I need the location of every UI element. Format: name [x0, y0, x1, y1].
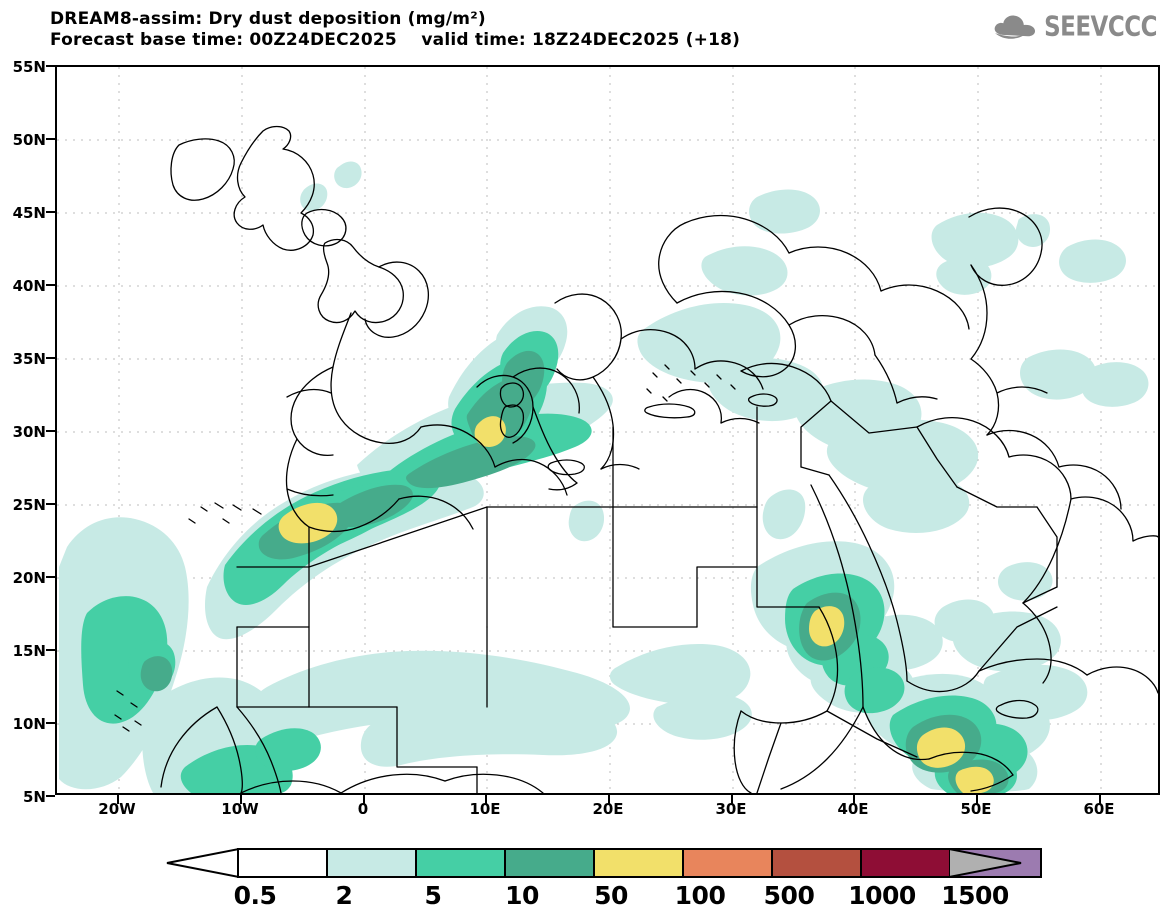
x-tick-label: 60E — [1083, 800, 1115, 818]
colorbar-tick-label: 1500 — [941, 881, 1009, 910]
x-tick-label: 30E — [715, 800, 747, 818]
x-tick — [976, 795, 978, 804]
x-tick — [731, 795, 733, 804]
dust-band-10-50 — [278, 416, 994, 793]
x-tick-label: 50E — [960, 800, 992, 818]
y-tick-label: 35N — [12, 350, 46, 368]
colorbar-tick-label: 1000 — [848, 881, 916, 910]
y-tick — [46, 430, 55, 432]
x-tick-label: 10W — [221, 800, 259, 818]
colorbar-cell — [239, 850, 328, 876]
y-tick-label: 40N — [12, 277, 46, 295]
dust-deposition-map — [57, 67, 1158, 793]
y-tick — [46, 649, 55, 651]
x-tick — [1099, 795, 1101, 804]
colorbar-tick-label: 500 — [763, 881, 815, 910]
x-tick-label: 0 — [357, 800, 369, 818]
colorbar: 0.5 2 5 10 50 100 500 1000 1500 — [0, 845, 1165, 910]
y-tick-label: 30N — [12, 423, 46, 441]
y-tick — [46, 357, 55, 359]
x-tick — [853, 795, 855, 804]
page-title: DREAM8-assim: Dry dust deposition (mg/m²… — [50, 9, 486, 29]
forecast-time-subtitle: Forecast base time: 00Z24DEC2025 valid t… — [50, 30, 741, 50]
x-tick — [485, 795, 487, 804]
y-tick-label: 5N — [23, 788, 46, 806]
colorbar-under-arrow — [166, 848, 239, 878]
colorbar-tick-label: 5 — [424, 881, 442, 910]
x-tick-label: 20E — [592, 800, 624, 818]
y-tick-label: 20N — [12, 569, 46, 587]
y-tick-label: 10N — [12, 715, 46, 733]
y-tick — [46, 138, 55, 140]
x-tick — [240, 795, 242, 804]
x-tick-label: 10E — [469, 800, 501, 818]
y-tick — [46, 795, 55, 797]
colorbar-cell — [684, 850, 773, 876]
colorbar-over-arrow — [949, 848, 1022, 878]
colorbar-tick-label: 2 — [335, 881, 353, 910]
y-tick — [46, 576, 55, 578]
y-tick-label: 50N — [12, 131, 46, 149]
colorbar-cell — [773, 850, 862, 876]
colorbar-tick-label: 100 — [674, 881, 726, 910]
map-boundaries — [114, 125, 1158, 793]
x-tick-label: 20W — [98, 800, 136, 818]
header: DREAM8-assim: Dry dust deposition (mg/m²… — [0, 0, 1165, 58]
colorbar-tick-label: 0.5 — [233, 881, 277, 910]
y-tick — [46, 211, 55, 213]
colorbar-tick-label: 50 — [594, 881, 628, 910]
y-tick — [46, 284, 55, 286]
map-plot-area — [55, 65, 1160, 795]
y-tick-label: 45N — [12, 204, 46, 222]
colorbar-tick-label: 10 — [505, 881, 539, 910]
colorbar-cell — [862, 850, 951, 876]
y-tick-label: 25N — [12, 496, 46, 514]
gridlines — [57, 67, 1158, 793]
y-tick-label: 55N — [12, 58, 46, 76]
y-tick — [46, 503, 55, 505]
colorbar-cell — [417, 850, 506, 876]
x-tick — [363, 795, 365, 804]
x-tick-label: 40E — [837, 800, 869, 818]
colorbar-cell — [595, 850, 684, 876]
y-tick — [46, 65, 55, 67]
colorbar-cell — [506, 850, 595, 876]
y-tick — [46, 722, 55, 724]
colorbar-swatches — [237, 848, 1042, 878]
x-tick — [117, 795, 119, 804]
seevccc-logo: SEEVCCC — [991, 10, 1157, 44]
y-tick-label: 15N — [12, 642, 46, 660]
cloud-icon — [994, 15, 1036, 39]
dust-band-0.5-2 — [59, 161, 1149, 793]
x-tick — [608, 795, 610, 804]
colorbar-cell — [328, 850, 417, 876]
logo-text: SEEVCCC — [1044, 11, 1157, 43]
